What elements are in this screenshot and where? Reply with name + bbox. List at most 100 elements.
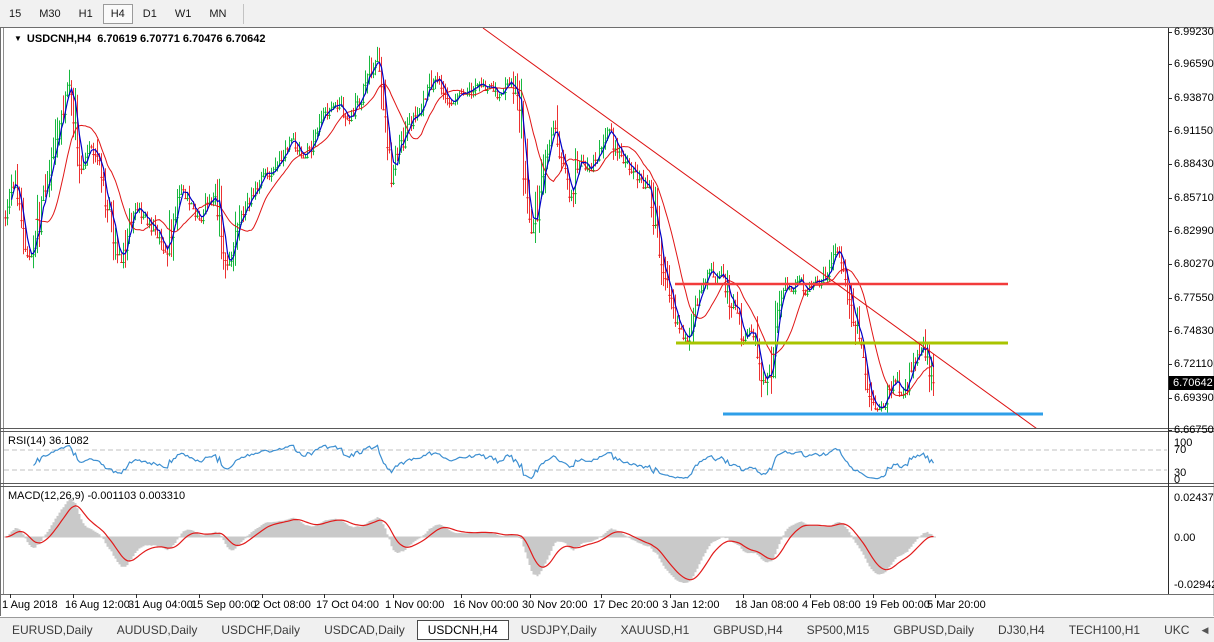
indicator-scale-label: 30 [1174,467,1187,479]
tab-sp500-m15[interactable]: SP500,M15 [806,623,870,637]
time-axis-label: 19 Feb 00:00 [865,599,930,611]
time-axis-tick [601,594,602,598]
price-axis-tick [1168,231,1172,232]
time-axis-label: 1 Nov 00:00 [385,599,445,611]
timeframe-button-w1[interactable]: W1 [174,7,192,20]
rsi-label: RSI(14) 36.1082 [8,435,89,447]
time-axis-tick [873,594,874,598]
tab-dj30-h4[interactable]: DJ30,H4 [998,623,1045,637]
tab-usdcnh-h4[interactable]: USDCNH,H4 [416,620,509,640]
price-axis-tick [1168,32,1172,33]
chart-title: ▼ USDCNH,H4 6.70619 6.70771 6.70476 6.706… [14,33,265,45]
time-axis-label: 16 Nov 00:00 [453,599,519,611]
price-axis-label: 6.80270 [1174,258,1214,271]
time-axis-tick [461,594,462,598]
timeframe-button-h4[interactable]: H4 [102,3,133,24]
price-axis-tick [1168,397,1172,399]
price-axis-label: 6.85710 [1174,191,1214,204]
rsi-panel [4,432,1168,483]
time-axis-label: 18 Jan 08:00 [735,599,799,611]
price-axis-label: 6.77550 [1174,291,1214,304]
price-axis-label: 6.91150 [1174,125,1213,137]
chart-symbol: USDCNH,H4 [26,33,92,45]
tab-usdchf-daily[interactable]: USDCHF,Daily [221,623,301,637]
time-axis-tick [530,594,531,598]
main-chart-canvas[interactable] [4,28,1168,428]
time-axis-label: 16 Aug 12:00 [65,599,130,611]
symbol-tabbar: EURUSD,Daily AUDUSD,Daily USDCHF,Daily USDC… [0,617,1214,642]
time-axis-tick [935,594,936,598]
window-left-inner-border [3,28,4,594]
chart-window [0,27,1214,617]
price-axis-label: 6.82990 [1174,225,1214,237]
tab-usdjpy-daily[interactable]: USDJPY,Daily [520,623,597,637]
tab-eurusd-daily[interactable]: EURUSD,Daily [12,623,93,637]
symbol-dropdown-icon[interactable]: ▼ [14,34,22,43]
timeframe-button-15[interactable]: 15 [9,7,22,20]
price-axis-tick [1168,297,1172,299]
price-axis-label: 6.66750 [1174,424,1214,436]
time-axis-label: 3 Jan 12:00 [662,599,720,611]
time-axis-tick [810,594,811,598]
timeframe-button-mn[interactable]: MN [209,7,227,20]
main-rsi-splitter[interactable] [0,428,1214,429]
main-chart-area[interactable] [4,28,1168,428]
time-axis-tick [670,594,671,598]
time-axis-tick [743,594,744,598]
price-axis-tick [1168,430,1172,431]
time-axis-label: 17 Oct 04:00 [316,599,379,611]
tab-gbpusd-h4[interactable]: GBPUSD,H4 [713,623,783,637]
macd-canvas [4,498,936,583]
time-axis-tick [262,594,263,598]
price-axis-tick [1168,131,1172,132]
time-axis-label: 17 Dec 20:00 [593,599,659,611]
indicator-scale-label: 0.00 [1174,532,1196,544]
price-axis-label: 6.99230 [1174,26,1214,38]
tab-scroll-left-icon[interactable]: ◀ [1201,624,1209,635]
rsi-macd-splitter[interactable] [0,483,1214,484]
time-axis-tick [10,594,11,598]
macd-label: MACD(12,26,9) -0.001103 0.003310 [8,490,186,502]
rsi-canvas [4,444,1167,480]
time-axis-label: 4 Feb 08:00 [802,599,861,611]
price-axis-label: 6.69390 [1174,391,1214,404]
time-axis-tick [136,594,137,598]
price-axis-label: 6.93870 [1174,91,1214,104]
tab-xauusd-h1[interactable]: XAUUSD,H1 [620,623,690,637]
time-axis-border [0,594,1214,595]
tab-tech100-h1[interactable]: TECH100,H1 [1068,623,1141,637]
tab-audusd-daily[interactable]: AUDUSD,Daily [116,623,198,637]
tab-gbpusd-daily[interactable]: GBPUSD,Daily [893,623,975,637]
time-axis-tick [199,594,200,598]
price-axis-tick [1168,97,1172,99]
price-axis-tick [1168,364,1172,366]
price-axis-tick [1168,330,1172,332]
time-axis-label: 15 Sep 00:00 [191,599,257,611]
indicator-scale-label: 0.024372 [1174,492,1214,504]
time-axis-tick [324,594,325,598]
price-axis-label: 6.72110 [1174,358,1213,371]
timeframe-toolbar: 15 M30 H1 H4 D1 W1 MN [0,0,1214,28]
timeframe-button-d1[interactable]: D1 [142,7,157,20]
main-rsi-splitter-inner [0,431,1214,432]
tab-ukc[interactable]: UKC [1164,623,1190,637]
price-axis-tick [1168,64,1172,66]
price-axis-label: 6.96590 [1174,58,1214,71]
rsi-macd-splitter-inner [0,486,1214,487]
indicator-scale-label: 100 [1174,437,1193,449]
tab-usdcad-daily[interactable]: USDCAD,Daily [324,623,405,637]
timeframe-button-m30[interactable]: M30 [39,7,61,20]
current-price-badge: 6.70642 [1169,376,1214,390]
price-axis-label: 6.88430 [1174,158,1214,171]
time-axis-label: 1 Aug 2018 [2,599,58,611]
price-axis-tick [1168,197,1172,199]
timeframe-button-h1[interactable]: H1 [78,7,93,20]
macd-panel [4,487,1168,594]
price-axis-label: 6.74830 [1174,324,1214,337]
time-axis-label: 2 Oct 08:00 [254,599,311,611]
time-axis-tick [73,594,74,598]
chart-ohlc: 6.70619 6.70771 6.70476 6.70642 [97,33,266,45]
indicator-scale-label: 70 [1174,444,1187,456]
time-axis-label: 30 Nov 20:00 [522,599,588,611]
tab-scroll-arrows: ◀▶ [1201,625,1214,636]
